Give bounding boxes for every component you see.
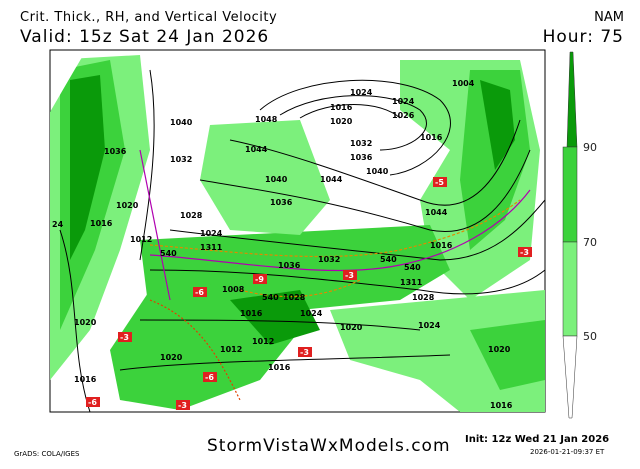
- vv-label-bg: [203, 372, 217, 382]
- model-name: NAM: [594, 10, 624, 25]
- isobars: [59, 69, 545, 412]
- isobar-label: 1040: [366, 167, 389, 176]
- isobar-label: 1016: [268, 363, 291, 372]
- vertical-velocity-label: -3: [345, 271, 354, 280]
- isobar-label: 1024: [200, 229, 223, 238]
- isobar-label: 1028: [412, 293, 435, 302]
- vv-label-bg: [298, 347, 312, 357]
- forecast-hour: Hour: 75: [542, 27, 624, 47]
- isobar-label: 1044: [425, 208, 448, 217]
- isobar-label: 1032: [318, 255, 340, 264]
- isobar-label: 1016: [90, 219, 113, 228]
- vertical-velocity-label: -6: [88, 398, 97, 407]
- vertical-velocity-label: -6: [205, 373, 214, 382]
- vv-label-bg: [86, 397, 100, 407]
- vv-label-bg: [193, 287, 207, 297]
- isobar-label: 1032: [170, 155, 192, 164]
- isobar-label: 1026: [392, 111, 415, 120]
- vv-label-bg: [343, 270, 357, 280]
- vertical-velocity-label: -6: [195, 288, 204, 297]
- thickness-label: 1311: [400, 278, 423, 287]
- grads-credit: GrADS: COLA/IGES: [14, 450, 80, 458]
- isobar-label: 1020: [116, 201, 139, 210]
- isobar-label: 1020: [160, 353, 183, 362]
- colorbar-segment-50-70: [562, 241, 578, 337]
- vertical-velocity-label: -9: [255, 275, 264, 284]
- isobar-label: 1012: [130, 235, 152, 244]
- isobar-label: 1008: [222, 285, 245, 294]
- isobar-label: 1016: [490, 401, 513, 410]
- isobar-label: 1024: [300, 309, 323, 318]
- map-title: Crit. Thick., RH, and Vertical Velocity: [20, 10, 278, 25]
- vertical-velocity-label: -3: [178, 401, 187, 410]
- vertical-velocity-label: -3: [300, 348, 309, 357]
- thickness-label: 540: [380, 255, 397, 264]
- isobar-label: 1012: [252, 337, 274, 346]
- vertical-velocity-label: -3: [120, 333, 129, 342]
- isobar-label: 1020: [488, 345, 511, 354]
- isobar-label: 1028: [283, 293, 306, 302]
- vv-label-bg: [176, 400, 190, 410]
- isobar-label: 1044: [245, 145, 268, 154]
- init-time: Init: 12z Wed 21 Jan 2026: [465, 434, 610, 445]
- colorbar-tick: 50: [583, 330, 597, 343]
- vv-label-bg: [253, 274, 267, 284]
- isobar-label: 1044: [320, 175, 343, 184]
- isobar-label: 1048: [255, 115, 278, 124]
- colorbar: 90 70 50: [562, 51, 597, 419]
- isobar-label: 1024: [350, 88, 373, 97]
- thickness-label: 540: [160, 249, 177, 258]
- rh-shading: [50, 55, 545, 412]
- colorbar-segment-70-90: [562, 146, 578, 243]
- isobar-label: 1020: [330, 117, 353, 126]
- colorbar-segment-below-50: [562, 335, 578, 419]
- isobar-label: 1016: [240, 309, 263, 318]
- isobar-label: 1036: [278, 261, 301, 270]
- isobar-label: 1016: [74, 375, 97, 384]
- isobar-label: 24: [52, 220, 64, 229]
- thickness-label: 1311: [200, 243, 223, 252]
- thickness-label: 540: [262, 293, 279, 302]
- vertical-velocity-label: -5: [435, 178, 444, 187]
- valid-time: Valid: 15z Sat 24 Jan 2026: [20, 27, 270, 47]
- isobar-label: 1036: [350, 153, 373, 162]
- isobar-label: 1036: [270, 198, 293, 207]
- vv-label-bg: [518, 247, 532, 257]
- thickness-label: 540: [404, 263, 421, 272]
- isobar-label: 1024: [418, 321, 441, 330]
- timestamp: 2026-01-21-09:37 ET: [530, 448, 605, 456]
- colorbar-segment-above-90: [566, 51, 578, 148]
- thickness-lines: [139, 149, 531, 401]
- isobar-label: 1040: [170, 118, 193, 127]
- isobar-label: 1020: [340, 323, 363, 332]
- isobar-label: 1036: [104, 147, 127, 156]
- isobar-label: 1016: [420, 133, 443, 142]
- isobar-label: 1020: [74, 318, 97, 327]
- isobar-label: 1032: [350, 139, 372, 148]
- isobar-label: 1040: [265, 175, 288, 184]
- vertical-velocity-label: -3: [520, 248, 529, 257]
- isobar-label: 1016: [330, 103, 353, 112]
- isobar-label: 1004: [452, 79, 475, 88]
- isobar-label: 1024: [392, 97, 415, 106]
- isobar-label: 1016: [430, 241, 453, 250]
- vv-label-bg: [433, 177, 447, 187]
- vv-label-bg: [118, 332, 132, 342]
- site-name: StormVistaWxModels.com: [207, 436, 451, 456]
- colorbar-tick: 70: [583, 236, 597, 249]
- isobar-label: 1028: [180, 211, 203, 220]
- colorbar-tick: 90: [583, 141, 597, 154]
- isobar-label: 1012: [220, 345, 242, 354]
